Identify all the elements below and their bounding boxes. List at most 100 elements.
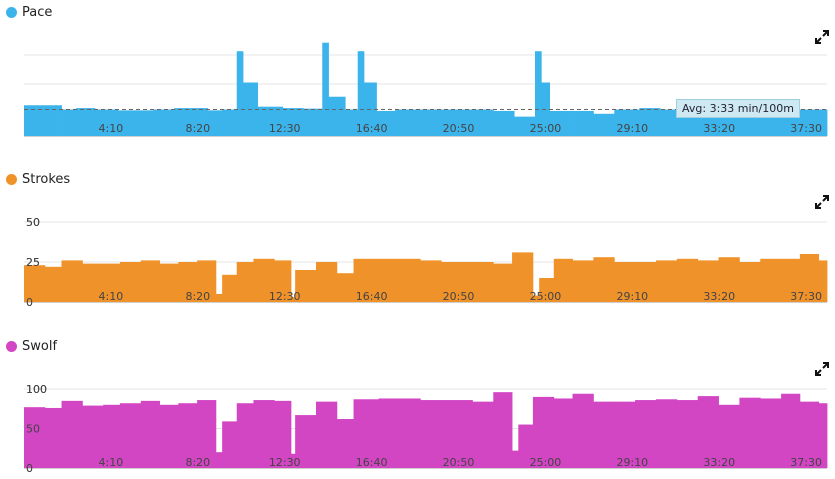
y-tick-label: 25 — [26, 256, 40, 269]
y-tick-label: 100 — [26, 383, 47, 396]
swolf-legend[interactable]: Swolf — [6, 339, 57, 354]
strokes-bar — [353, 258, 379, 302]
swolf-bar — [472, 401, 494, 468]
expand-icon[interactable] — [815, 195, 829, 209]
strokes-bar — [553, 258, 573, 302]
strokes-bar — [760, 258, 782, 302]
strokes-bar — [119, 262, 142, 302]
swolf-bar — [697, 396, 719, 468]
swolf-bar — [119, 403, 142, 468]
pace-bar — [395, 109, 421, 136]
strokes-bar — [274, 260, 292, 302]
strokes-legend[interactable]: Strokes — [6, 172, 70, 187]
swolf-bar — [159, 404, 179, 468]
x-tick-label: 33:20 — [703, 456, 735, 469]
swolf-bar — [103, 404, 121, 468]
strokes-bar — [493, 263, 513, 302]
strokes-bar — [818, 260, 828, 302]
pace-bar — [174, 108, 208, 136]
x-tick-label: 25:00 — [530, 290, 562, 303]
strokes-chart[interactable]: 02550025504:108:2012:3016:4020:5025:0029… — [0, 165, 835, 315]
pace-legend[interactable]: Pace — [6, 5, 52, 20]
pace-bar — [24, 105, 62, 136]
swolf-bar — [493, 392, 513, 468]
strokes-bar — [572, 260, 594, 302]
strokes-bar — [799, 254, 820, 302]
x-tick-label: 37:30 — [790, 290, 822, 303]
strokes-bar — [539, 278, 555, 302]
y-tick-label: 100 — [26, 383, 47, 396]
strokes-panel: Strokes 02550025504:108:2012:3016:4020:5… — [0, 165, 835, 315]
strokes-bar — [159, 263, 179, 302]
pace-bar — [795, 109, 828, 136]
pace-bar — [322, 42, 329, 136]
pace-bar — [357, 51, 365, 136]
strokes-bar — [336, 273, 354, 302]
strokes-bar — [215, 294, 223, 302]
swolf-bar — [295, 415, 317, 468]
strokes-bar — [472, 262, 494, 302]
x-tick-label: 4:10 — [99, 456, 124, 469]
y-tick-label: 50 — [26, 216, 40, 229]
x-tick-label: 20:50 — [443, 290, 475, 303]
pace-bar — [572, 110, 594, 136]
x-tick-label: 16:40 — [356, 122, 388, 135]
strokes-bar — [739, 262, 761, 302]
swolf-bar — [353, 399, 379, 468]
swolf-bar — [655, 399, 678, 468]
swolf-bar — [818, 403, 828, 468]
y-tick-label: 50 — [26, 216, 40, 229]
strokes-bar — [316, 262, 338, 302]
swolf-bar — [44, 407, 62, 468]
strokes-bar — [655, 260, 678, 302]
swolf-bar — [635, 400, 657, 468]
swolf-bar — [572, 393, 594, 468]
swolf-bar — [518, 424, 534, 468]
swolf-bar — [532, 396, 555, 468]
pace-bar — [303, 108, 323, 136]
strokes-bar — [236, 262, 254, 302]
swolf-bar — [82, 405, 104, 468]
swolf-legend-dot — [6, 341, 17, 352]
strokes-bar — [378, 258, 421, 302]
pace-bar — [593, 113, 615, 136]
pace-bar — [514, 116, 536, 136]
pace-legend-dot — [6, 7, 17, 18]
x-tick-label: 33:20 — [703, 290, 735, 303]
x-tick-label: 20:50 — [443, 456, 475, 469]
swolf-bar — [336, 419, 354, 468]
pace-bar — [153, 109, 175, 136]
swolf-bar — [316, 401, 338, 468]
swolf-bar — [441, 400, 473, 468]
pace-chart[interactable]: 4:10 8:20 12:30 16:40 20:50 25:00 29:10 33:20 37… — [0, 0, 835, 150]
strokes-bar — [103, 263, 121, 302]
strokes-bar — [178, 262, 198, 302]
x-tick-label: 4:10 — [99, 122, 124, 135]
swolf-bar — [222, 421, 238, 468]
swolf-legend-label: Swolf — [22, 339, 58, 354]
pace-bar — [222, 109, 238, 136]
pace-bar — [639, 108, 661, 136]
x-tick-label: 16:40 — [356, 290, 388, 303]
strokes-bar — [24, 265, 46, 302]
pace-bar — [94, 109, 119, 136]
swolf-bar — [215, 452, 223, 468]
pace-bar — [328, 96, 346, 136]
x-tick-label: 37:30 — [790, 122, 822, 135]
expand-icon[interactable] — [815, 362, 829, 376]
strokes-bar — [253, 258, 275, 302]
pace-bar — [236, 51, 244, 136]
swolf-bar — [378, 398, 421, 468]
y-tick-label: 0 — [26, 462, 33, 475]
x-tick-label: 8:20 — [185, 290, 210, 303]
swolf-bar — [290, 453, 296, 468]
strokes-bar — [512, 252, 534, 302]
pace-bar — [345, 109, 359, 136]
swolf-chart[interactable]: 0501000501004:108:2012:3016:4020:5025:00… — [0, 332, 835, 479]
strokes-bar — [697, 260, 719, 302]
expand-icon[interactable] — [815, 30, 829, 44]
strokes-bar — [61, 260, 83, 302]
swolf-bar — [781, 393, 801, 468]
y-tick-label: 50 — [26, 423, 40, 436]
pace-bar — [376, 110, 396, 136]
